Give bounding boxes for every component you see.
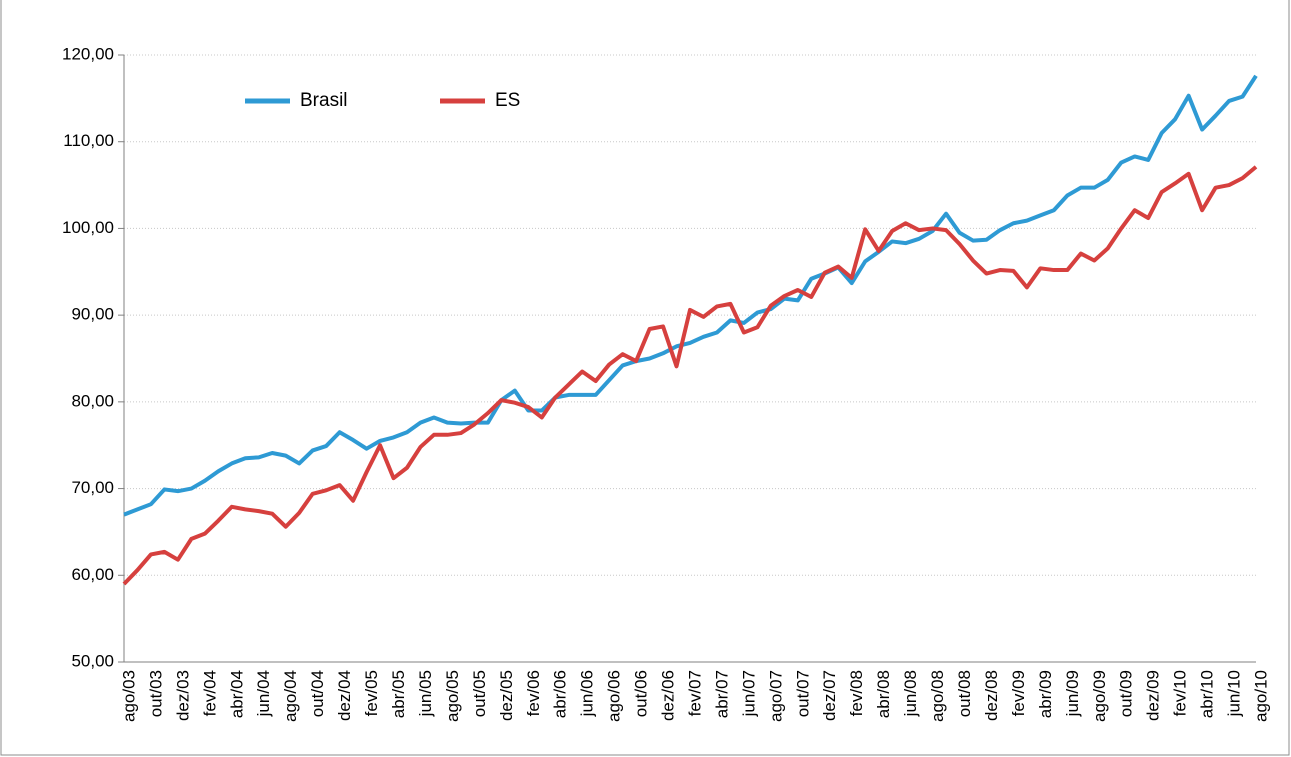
x-tick-label: jun/06 xyxy=(578,670,597,717)
x-tick-label: abr/06 xyxy=(551,670,570,718)
x-tick-label: dez/08 xyxy=(982,670,1001,721)
x-tick-label: ago/10 xyxy=(1251,670,1270,722)
x-tick-label: ago/06 xyxy=(605,670,624,722)
x-tick-label: fev/10 xyxy=(1171,670,1190,716)
x-tick-label: ago/09 xyxy=(1090,670,1109,722)
x-tick-label: out/09 xyxy=(1117,670,1136,717)
x-tick-label: abr/04 xyxy=(227,670,246,718)
x-tick-label: abr/08 xyxy=(874,670,893,718)
x-tick-label: jun/10 xyxy=(1225,670,1244,717)
legend-label: Brasil xyxy=(300,90,348,111)
series-line xyxy=(122,165,1258,586)
x-tick-label: ago/05 xyxy=(443,670,462,722)
x-tick-label: abr/09 xyxy=(1036,670,1055,718)
x-tick-label: fev/04 xyxy=(200,670,219,716)
y-tick-label: 120,00 xyxy=(62,44,114,63)
x-tick-label: fev/09 xyxy=(1009,670,1028,716)
x-tick-label: ago/03 xyxy=(119,670,138,722)
y-tick-label: 80,00 xyxy=(71,391,114,410)
x-tick-label: dez/06 xyxy=(659,670,678,721)
legend-label: ES xyxy=(495,90,520,111)
x-tick-label: ago/07 xyxy=(766,670,785,722)
x-tick-label: jun/07 xyxy=(739,670,758,717)
x-tick-label: jun/08 xyxy=(901,670,920,717)
series-line xyxy=(123,74,1258,517)
x-tick-label: ago/08 xyxy=(928,670,947,722)
y-tick-label: 70,00 xyxy=(71,478,114,497)
x-tick-label: out/05 xyxy=(470,670,489,717)
y-tick-label: 90,00 xyxy=(71,305,114,324)
x-tick-label: abr/05 xyxy=(389,670,408,718)
x-tick-label: fev/07 xyxy=(685,670,704,716)
x-tick-label: ago/04 xyxy=(281,670,300,722)
x-tick-label: dez/07 xyxy=(820,670,839,721)
x-tick-label: abr/07 xyxy=(712,670,731,718)
x-tick-label: out/03 xyxy=(146,670,165,717)
x-tick-label: jun/09 xyxy=(1063,670,1082,717)
x-tick-label: dez/04 xyxy=(335,670,354,721)
x-tick-label: jun/05 xyxy=(416,670,435,717)
x-tick-label: fev/05 xyxy=(362,670,381,716)
x-tick-label: dez/09 xyxy=(1144,670,1163,721)
x-tick-label: out/04 xyxy=(308,670,327,717)
x-tick-label: out/06 xyxy=(632,670,651,717)
x-tick-label: out/08 xyxy=(955,670,974,717)
y-tick-label: 50,00 xyxy=(71,651,114,670)
x-tick-label: jun/04 xyxy=(254,670,273,717)
x-tick-label: fev/08 xyxy=(847,670,866,716)
x-tick-label: abr/10 xyxy=(1198,670,1217,718)
x-tick-label: dez/03 xyxy=(173,670,192,721)
y-tick-label: 100,00 xyxy=(62,218,114,237)
y-tick-label: 60,00 xyxy=(71,565,114,584)
x-tick-label: fev/06 xyxy=(524,670,543,716)
y-tick-label: 110,00 xyxy=(63,131,114,150)
x-tick-label: dez/05 xyxy=(497,670,516,721)
x-tick-label: out/07 xyxy=(793,670,812,717)
